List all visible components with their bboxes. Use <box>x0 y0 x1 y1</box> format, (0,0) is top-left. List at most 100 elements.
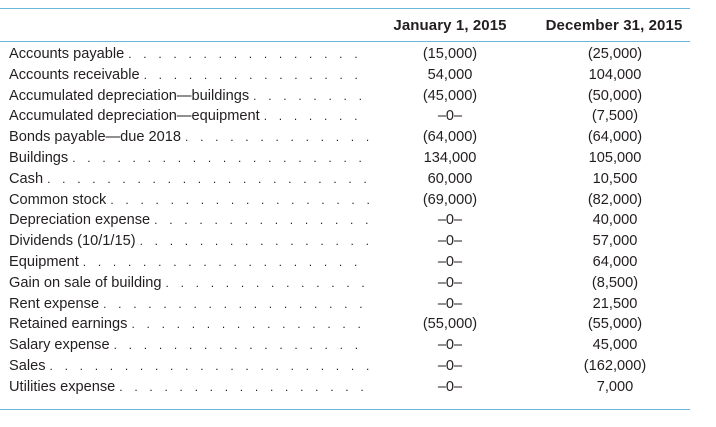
account-label-cell: Accumulated depreciation—buildings . . .… <box>9 85 369 107</box>
dot-leader: . . . . . . . . . . . . . . . . . . . . … <box>103 296 369 311</box>
dot-leader: . . . . . . . . . . . . . . . . . . . . … <box>154 213 369 228</box>
account-label-cell: Cash . . . . . . . . . . . . . . . . . .… <box>9 168 369 190</box>
dot-leader: . . . . . . . . . . . . . . . . . . . . … <box>165 275 369 290</box>
december-value: (7,500) <box>591 108 639 125</box>
account-label-cell: Accounts receivable . . . . . . . . . . … <box>9 64 369 86</box>
december-value: 10,500 <box>592 170 638 187</box>
january-value: 134,000 <box>423 149 477 166</box>
january-value: –0– <box>437 378 463 395</box>
account-name: Common stock <box>9 189 111 211</box>
dot-leader: . . . . . . . . . . . . . . . . . . . . … <box>47 171 369 186</box>
dot-leader: . . . . . . . . . . . . . . . . . . . . … <box>131 317 369 332</box>
account-name: Salary expense <box>9 335 114 356</box>
table-row: Rent expense . . . . . . . . . . . . . .… <box>0 293 716 315</box>
account-label-cell: Equipment . . . . . . . . . . . . . . . … <box>9 251 369 273</box>
account-label-cell: Gain on sale of building . . . . . . . .… <box>9 272 369 294</box>
dot-leader: . . . . . . . . . . . . . . . . . . . . … <box>139 234 369 249</box>
january-value: (69,000) <box>422 191 478 208</box>
account-label-cell: Dividends (10/1/15) . . . . . . . . . . … <box>9 231 369 252</box>
top-rule <box>0 8 690 9</box>
account-name: Depreciation expense <box>9 210 155 232</box>
dot-leader: . . . . . . . . . . . . . . . . . . . . … <box>72 150 369 165</box>
january-value: (64,000) <box>422 129 478 146</box>
account-name: Equipment <box>9 251 83 273</box>
december-value: 40,000 <box>592 212 638 229</box>
dot-leader: . . . . . . . . . . . . . . . . . . . . … <box>253 88 369 103</box>
january-value: –0– <box>437 337 463 354</box>
december-value: 64,000 <box>592 253 638 270</box>
account-label-cell: Rent expense . . . . . . . . . . . . . .… <box>9 293 369 315</box>
table-row: Accumulated depreciation—equipment . . .… <box>0 106 716 128</box>
account-name: Accumulated depreciation—buildings <box>9 85 254 107</box>
account-label-cell: Buildings . . . . . . . . . . . . . . . … <box>9 147 369 169</box>
account-name: Accounts payable <box>9 44 129 65</box>
dot-leader: . . . . . . . . . . . . . . . . . . . . … <box>128 47 369 61</box>
table-row: Utilities expense . . . . . . . . . . . … <box>0 376 716 398</box>
table-row: Salary expense . . . . . . . . . . . . .… <box>0 335 716 356</box>
table-row: Accounts payable . . . . . . . . . . . .… <box>0 44 716 65</box>
account-name: Cash <box>9 168 48 190</box>
account-name: Bonds payable—due 2018 <box>9 127 186 148</box>
table-row: Accounts receivable . . . . . . . . . . … <box>0 64 716 86</box>
account-name: Accounts receivable <box>9 64 144 86</box>
table-row: Depreciation expense . . . . . . . . . .… <box>0 210 716 232</box>
account-name: Rent expense <box>9 293 104 315</box>
table-row: Dividends (10/1/15) . . . . . . . . . . … <box>0 231 716 252</box>
january-value: –0– <box>437 253 463 270</box>
december-value: (50,000) <box>587 87 643 104</box>
header-rule <box>0 41 690 42</box>
account-label-cell: Accounts payable . . . . . . . . . . . .… <box>9 44 369 65</box>
table-row: Common stock . . . . . . . . . . . . . .… <box>0 189 716 211</box>
december-value: (64,000) <box>587 129 643 146</box>
january-value: –0– <box>437 233 463 250</box>
account-label-cell: Retained earnings . . . . . . . . . . . … <box>9 314 369 336</box>
january-value: –0– <box>437 357 463 374</box>
account-label-cell: Sales . . . . . . . . . . . . . . . . . … <box>9 355 369 377</box>
bottom-rule <box>0 409 690 410</box>
table-row: Sales . . . . . . . . . . . . . . . . . … <box>0 355 716 377</box>
account-name: Utilities expense <box>9 376 120 398</box>
january-value: –0– <box>437 212 463 229</box>
january-value: (15,000) <box>422 46 478 62</box>
account-name: Retained earnings <box>9 314 132 336</box>
account-name: Sales <box>9 355 50 377</box>
december-value: (82,000) <box>587 191 643 208</box>
dot-leader: . . . . . . . . . . . . . . . . . . . . … <box>185 130 369 145</box>
table-row: Retained earnings . . . . . . . . . . . … <box>0 314 716 336</box>
table-row: Accumulated depreciation—buildings . . .… <box>0 85 716 107</box>
table-row: Cash . . . . . . . . . . . . . . . . . .… <box>0 168 716 190</box>
december-value: 45,000 <box>592 337 638 354</box>
dot-leader: . . . . . . . . . . . . . . . . . . . . … <box>263 109 369 124</box>
december-value: (25,000) <box>587 46 643 62</box>
table-row: Bonds payable—due 2018 . . . . . . . . .… <box>0 127 716 148</box>
table-row: Equipment . . . . . . . . . . . . . . . … <box>0 251 716 273</box>
account-name: Gain on sale of building <box>9 272 166 294</box>
dot-leader: . . . . . . . . . . . . . . . . . . . . … <box>143 67 369 82</box>
table-row: Gain on sale of building . . . . . . . .… <box>0 272 716 294</box>
account-table: Accounts payable . . . . . . . . . . . .… <box>0 44 716 398</box>
january-value: 54,000 <box>427 66 473 83</box>
january-value: (45,000) <box>422 87 478 104</box>
december-value: 57,000 <box>592 233 638 250</box>
december-value: 7,000 <box>596 378 634 395</box>
account-label-cell: Depreciation expense . . . . . . . . . .… <box>9 210 369 232</box>
january-value: –0– <box>437 295 463 312</box>
table-row: Buildings . . . . . . . . . . . . . . . … <box>0 147 716 169</box>
account-label-cell: Common stock . . . . . . . . . . . . . .… <box>9 189 369 211</box>
december-value: 105,000 <box>588 149 642 166</box>
column-header-december: December 31, 2015 <box>545 17 683 34</box>
dot-leader: . . . . . . . . . . . . . . . . . . . . … <box>49 358 369 373</box>
december-value: (55,000) <box>587 316 643 333</box>
december-value: 104,000 <box>588 66 642 83</box>
account-name: Dividends (10/1/15) <box>9 231 140 252</box>
dot-leader: . . . . . . . . . . . . . . . . . . . . … <box>82 254 369 269</box>
january-value: 60,000 <box>427 170 473 187</box>
account-label-cell: Accumulated depreciation—equipment . . .… <box>9 106 369 128</box>
account-label-cell: Bonds payable—due 2018 . . . . . . . . .… <box>9 127 369 148</box>
account-label-cell: Salary expense . . . . . . . . . . . . .… <box>9 335 369 356</box>
dot-leader: . . . . . . . . . . . . . . . . . . . . … <box>110 192 369 207</box>
account-name: Buildings <box>9 147 73 169</box>
column-header-january: January 1, 2015 <box>393 17 507 34</box>
dot-leader: . . . . . . . . . . . . . . . . . . . . … <box>119 379 369 394</box>
december-value: (8,500) <box>591 274 639 291</box>
